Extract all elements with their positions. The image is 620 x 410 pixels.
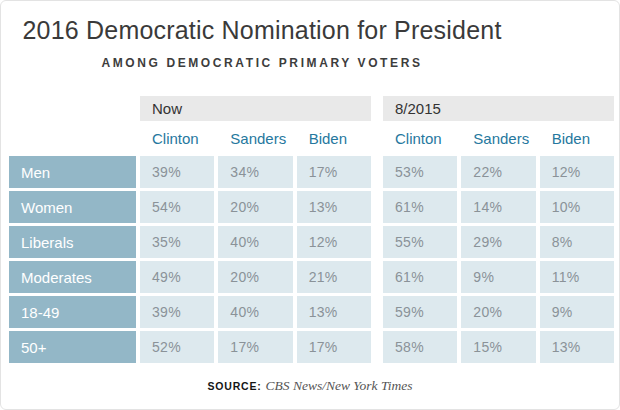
poll-graphic: 2016 Democratic Nomination for President… <box>0 0 620 410</box>
column-header-biden-now: Biden <box>297 124 371 153</box>
value-cell: 9% <box>540 296 614 328</box>
value-cell: 8% <box>540 226 614 258</box>
page-title: 2016 Democratic Nomination for President <box>1 13 523 47</box>
column-header-sanders-2015: Sanders <box>461 124 535 153</box>
value-cell: 11% <box>540 261 614 293</box>
value-cell: 39% <box>140 156 214 188</box>
value-cell: 61% <box>383 261 457 293</box>
band-row-spacer <box>9 96 136 121</box>
page-subtitle: AMONG DEMOCRATIC PRIMARY VOTERS <box>1 56 523 70</box>
value-cell: 17% <box>297 156 371 188</box>
value-cell: 58% <box>383 331 457 363</box>
value-cell: 12% <box>297 226 371 258</box>
column-header-sanders-now: Sanders <box>218 124 292 153</box>
source-line: SOURCE: CBS News/New York Times <box>1 376 619 394</box>
poll-table: Now 8/2015 Clinton Sanders Biden Clinton… <box>9 96 614 363</box>
value-cell: 20% <box>218 261 292 293</box>
value-cell: 29% <box>461 226 535 258</box>
value-cell: 34% <box>218 156 292 188</box>
header: 2016 Democratic Nomination for President… <box>1 1 619 70</box>
value-cell: 40% <box>218 296 292 328</box>
row-label-moderates: Moderates <box>9 261 136 293</box>
value-cell: 14% <box>461 191 535 223</box>
value-cell: 52% <box>140 331 214 363</box>
value-cell: 13% <box>297 191 371 223</box>
column-group-now: Now <box>140 96 371 121</box>
source-text: CBS News/New York Times <box>266 378 413 393</box>
row-label-women: Women <box>9 191 136 223</box>
value-cell: 49% <box>140 261 214 293</box>
value-cell: 13% <box>297 296 371 328</box>
value-cell: 20% <box>461 296 535 328</box>
value-cell: 22% <box>461 156 535 188</box>
value-cell: 61% <box>383 191 457 223</box>
column-header-clinton-2015: Clinton <box>383 124 457 153</box>
value-cell: 12% <box>540 156 614 188</box>
value-cell: 40% <box>218 226 292 258</box>
value-cell: 10% <box>540 191 614 223</box>
value-cell: 39% <box>140 296 214 328</box>
value-cell: 59% <box>383 296 457 328</box>
column-header-clinton-now: Clinton <box>140 124 214 153</box>
row-label-men: Men <box>9 156 136 188</box>
value-cell: 35% <box>140 226 214 258</box>
value-cell: 21% <box>297 261 371 293</box>
value-cell: 17% <box>218 331 292 363</box>
value-cell: 9% <box>461 261 535 293</box>
row-label-liberals: Liberals <box>9 226 136 258</box>
value-cell: 53% <box>383 156 457 188</box>
column-group-8-2015: 8/2015 <box>383 96 614 121</box>
column-header-biden-2015: Biden <box>540 124 614 153</box>
source-label: SOURCE: <box>208 380 262 392</box>
header-row-spacer <box>9 124 136 153</box>
value-cell: 20% <box>218 191 292 223</box>
value-cell: 54% <box>140 191 214 223</box>
row-label-50-plus: 50+ <box>9 331 136 363</box>
value-cell: 15% <box>461 331 535 363</box>
row-label-18-49: 18-49 <box>9 296 136 328</box>
value-cell: 17% <box>297 331 371 363</box>
value-cell: 13% <box>540 331 614 363</box>
value-cell: 55% <box>383 226 457 258</box>
